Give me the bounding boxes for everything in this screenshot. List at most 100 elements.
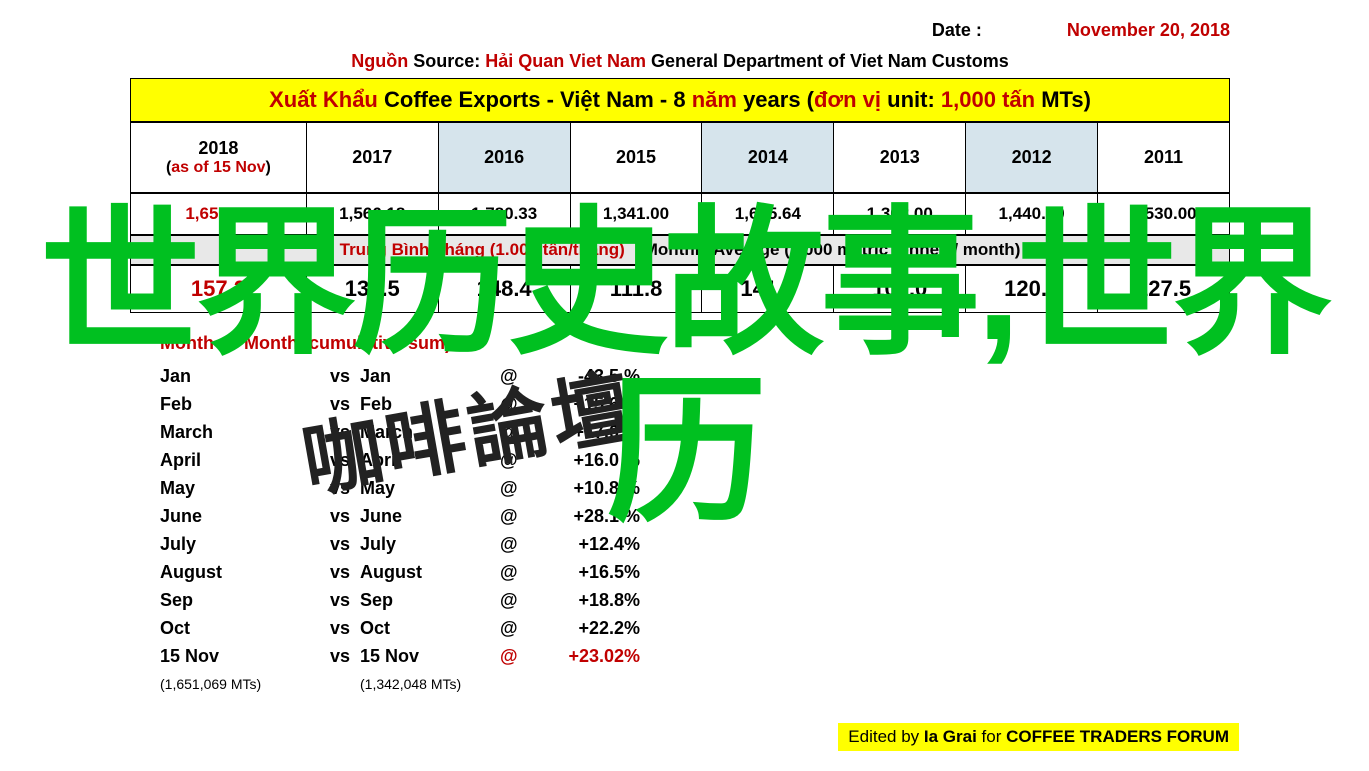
credit-p3: for xyxy=(977,727,1006,746)
month-left: 15 Nov xyxy=(160,642,320,670)
total-2015: 1,341.00 xyxy=(570,194,702,235)
month-row: MarchvsMarch@+17.0 % xyxy=(160,418,1230,446)
source-row: Nguồn Source: Hải Quan Viet Nam General … xyxy=(130,51,1230,72)
years-table: 2018 (as of 15 Nov) 2017 2016 2015 2014 … xyxy=(130,122,1230,193)
months-title: Month vs Month (cumulative sum) xyxy=(160,333,1230,354)
month-row: JulyvsJuly@+12.4% xyxy=(160,530,1230,558)
month-right: Oct xyxy=(360,614,500,642)
y2018-sub-mid: as of 15 Nov xyxy=(171,159,265,176)
avg-band: Trung Bình Tháng (1.000 tấn/tháng) Month… xyxy=(130,235,1230,265)
month-vs: vs xyxy=(320,530,360,558)
month-row: OctvsOct@+22.2% xyxy=(160,614,1230,642)
month-at: @ xyxy=(500,362,540,390)
year-2013-header: 2013 xyxy=(834,123,966,193)
total-2018: 1,651.07 xyxy=(131,194,307,235)
credit-line: Edited by Ia Grai for COFFEE TRADERS FOR… xyxy=(838,723,1239,751)
title-p8: MTs) xyxy=(1041,87,1091,112)
month-row: 15 Novvs15 Nov@+23.02% xyxy=(160,642,1230,670)
credit-p2: Ia Grai xyxy=(924,727,977,746)
title-p1: Xuất Khẩu xyxy=(269,87,378,112)
month-right: 15 Nov xyxy=(360,642,500,670)
credit-p1: Edited by xyxy=(848,727,924,746)
month-right: Sep xyxy=(360,586,500,614)
month-at: @ xyxy=(500,642,540,670)
month-vs: vs xyxy=(320,474,360,502)
month-left: August xyxy=(160,558,320,586)
month-pct: +17.0 % xyxy=(540,418,640,446)
month-left: March xyxy=(160,418,320,446)
month-at: @ xyxy=(500,530,540,558)
avg-2011: 127.5 xyxy=(1098,266,1230,313)
month-at: @ xyxy=(500,390,540,418)
source-vn1: Nguồn xyxy=(351,51,408,71)
month-vs: vs xyxy=(320,642,360,670)
date-row: Date : November 20, 2018 xyxy=(130,20,1230,41)
month-vs: vs xyxy=(320,390,360,418)
year-2018-label: 2018 xyxy=(135,138,302,159)
month-left: Oct xyxy=(160,614,320,642)
total-2011: 1,530.00 xyxy=(1098,194,1230,235)
month-vs: vs xyxy=(320,614,360,642)
month-right: May xyxy=(360,474,500,502)
title-p6: unit: xyxy=(887,87,935,112)
month-right: Feb xyxy=(360,390,500,418)
credit-p4: COFFEE TRADERS FORUM xyxy=(1006,727,1229,746)
avg-row-table: 157.2 130.5 148.4 111.8 141.3 109.0 120.… xyxy=(130,265,1230,313)
months-list: JanvsJan@-43.5 %FebvsFeb@+15.6 %MarchvsM… xyxy=(160,362,1230,670)
title-p4: years ( xyxy=(743,87,814,112)
month-left: May xyxy=(160,474,320,502)
month-row: JanvsJan@-43.5 % xyxy=(160,362,1230,390)
year-2016-header: 2016 xyxy=(438,123,570,193)
avg-2014: 141.3 xyxy=(702,266,834,313)
y2018-sub-post: ) xyxy=(266,159,271,176)
month-pct: +16.0 % xyxy=(540,446,640,474)
sub-right: (1,342,048 MTs) xyxy=(360,670,500,698)
month-pct: +12.4% xyxy=(540,530,640,558)
month-vs: vs xyxy=(320,586,360,614)
year-2014-header: 2014 xyxy=(702,123,834,193)
month-right: August xyxy=(360,558,500,586)
months-sub: (1,651,069 MTs) (1,342,048 MTs) xyxy=(160,670,1230,698)
month-pct: +28.1 % xyxy=(540,502,640,530)
month-right: March xyxy=(360,418,500,446)
total-2012: 1,440.00 xyxy=(966,194,1098,235)
month-pct: -43.5 % xyxy=(540,362,640,390)
avg-2018: 157.2 xyxy=(131,266,307,313)
month-at: @ xyxy=(500,418,540,446)
month-vs: vs xyxy=(320,418,360,446)
month-right: July xyxy=(360,530,500,558)
month-at: @ xyxy=(500,614,540,642)
month-at: @ xyxy=(500,474,540,502)
year-2011-header: 2011 xyxy=(1098,123,1230,193)
year-2012-header: 2012 xyxy=(966,123,1098,193)
title-band: Xuất Khẩu Coffee Exports - Việt Nam - 8 … xyxy=(130,78,1230,122)
total-2014: 1,695.64 xyxy=(702,194,834,235)
month-at: @ xyxy=(500,586,540,614)
avg-2015: 111.8 xyxy=(570,266,702,313)
month-pct: +23.02% xyxy=(540,642,640,670)
total-2017: 1,566.18 xyxy=(306,194,438,235)
month-pct: +22.2% xyxy=(540,614,640,642)
month-right: April xyxy=(360,446,500,474)
month-at: @ xyxy=(500,502,540,530)
month-row: MayvsMay@+10.8 % xyxy=(160,474,1230,502)
month-vs: vs xyxy=(320,502,360,530)
source-en1: Source: xyxy=(413,51,480,71)
month-at: @ xyxy=(500,446,540,474)
month-vs: vs xyxy=(320,558,360,586)
month-left: Feb xyxy=(160,390,320,418)
month-pct: +15.6 % xyxy=(540,390,640,418)
total-2016: 1,780.33 xyxy=(438,194,570,235)
title-p2: Coffee Exports - Việt Nam - 8 xyxy=(384,87,686,112)
years-header-row: 2018 (as of 15 Nov) 2017 2016 2015 2014 … xyxy=(131,123,1230,193)
month-right: Jan xyxy=(360,362,500,390)
avg-2013: 109.0 xyxy=(834,266,966,313)
month-pct: +16.5% xyxy=(540,558,640,586)
month-row: AprilvsApril@+16.0 % xyxy=(160,446,1230,474)
avg-2016: 148.4 xyxy=(438,266,570,313)
source-en2: General Department of Viet Nam Customs xyxy=(651,51,1009,71)
year-2015-header: 2015 xyxy=(570,123,702,193)
sub-left: (1,651,069 MTs) xyxy=(160,670,320,698)
month-left: Sep xyxy=(160,586,320,614)
month-vs: vs xyxy=(320,362,360,390)
